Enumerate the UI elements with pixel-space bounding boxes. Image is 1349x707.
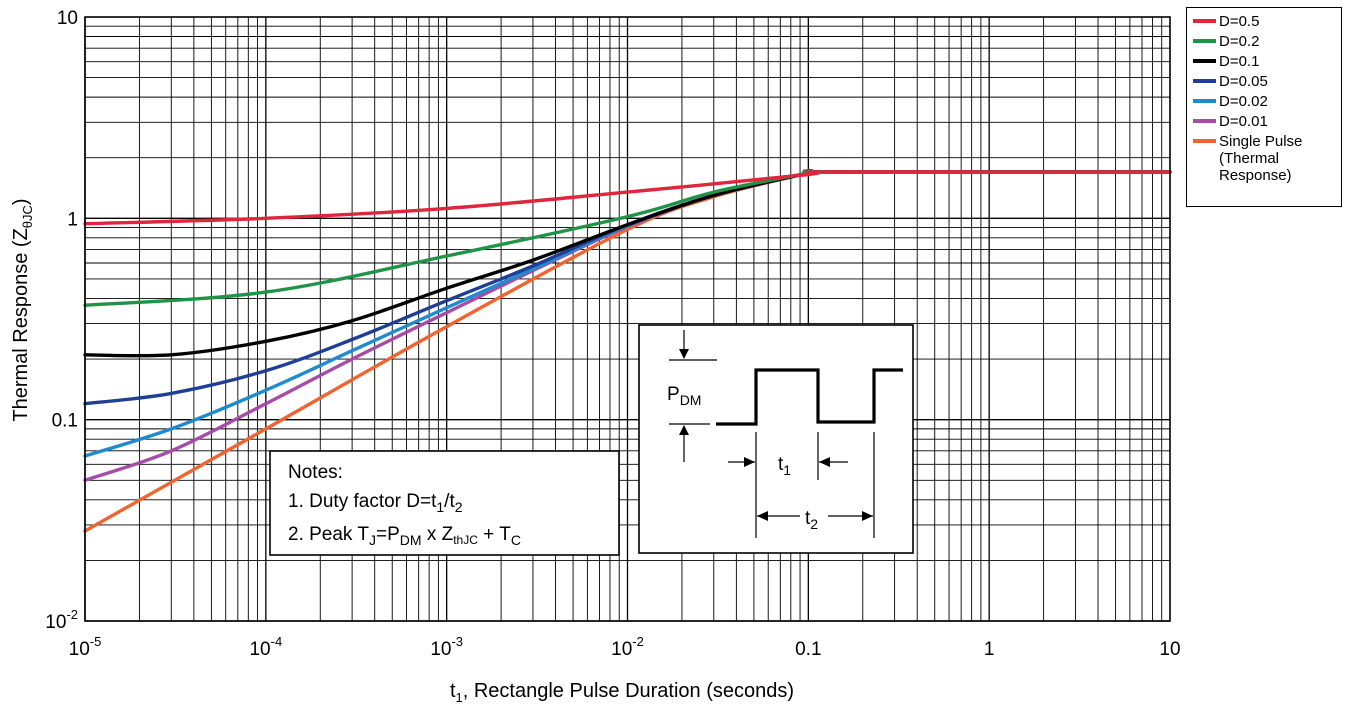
series-lines bbox=[83, 169, 1172, 533]
legend-item: D=0.1 bbox=[1193, 53, 1341, 73]
y-tick-label: 10-2 bbox=[45, 607, 78, 633]
x-tick-label: 10-3 bbox=[430, 634, 463, 660]
notes-heading: Notes: bbox=[288, 462, 343, 483]
legend-swatch bbox=[1193, 59, 1216, 63]
y-tick-labels: 10-2 0.1 1 10 bbox=[45, 8, 78, 633]
t2-label: t2 bbox=[805, 508, 818, 532]
notes-box: Notes: 1. Duty factor D=t1/t2 2. Peak TJ… bbox=[269, 450, 620, 556]
legend-item: D=0.05 bbox=[1193, 73, 1341, 93]
arrow-left-icon bbox=[819, 457, 830, 467]
x-tick-labels: 10-5 10-4 10-3 10-2 0.1 1 10 bbox=[69, 634, 1181, 660]
legend-swatch bbox=[1193, 99, 1216, 103]
x-tick-label: 10-4 bbox=[249, 634, 282, 660]
legend: D=0.5 D=0.2 D=0.1 D=0.05 D=0.02 D=0.01 Single … bbox=[1186, 7, 1342, 207]
legend-swatch bbox=[1193, 139, 1216, 143]
legend-label: Single Pulse (Thermal Response) bbox=[1219, 133, 1303, 184]
arrow-right-icon bbox=[862, 511, 873, 521]
x-tick-label: 10 bbox=[1159, 639, 1180, 660]
x-tick-label: 10-2 bbox=[611, 634, 644, 660]
plot-frame bbox=[84, 16, 1171, 622]
x-tick-label: 1 bbox=[984, 639, 995, 660]
pulse-diagram: PDM t1 t2 bbox=[638, 324, 914, 554]
notes-line-2: 2. Peak TJ=PDM x ZthJC + TC bbox=[288, 524, 521, 548]
pulse-waveform bbox=[716, 368, 903, 426]
legend-item: D=0.01 bbox=[1193, 113, 1341, 133]
legend-swatch bbox=[1193, 19, 1216, 23]
arrow-down-icon bbox=[679, 349, 689, 359]
legend-label: D=0.2 bbox=[1219, 33, 1260, 50]
legend-item: D=0.2 bbox=[1193, 33, 1341, 53]
arrow-right-icon bbox=[744, 457, 755, 467]
legend-swatch bbox=[1193, 79, 1216, 83]
y-axis-label: Thermal Response (ZθJC) bbox=[10, 198, 35, 421]
legend-label: D=0.02 bbox=[1219, 93, 1268, 110]
x-tick-label: 10-5 bbox=[69, 634, 102, 660]
grid-lines bbox=[84, 17, 1170, 622]
t1-label: t1 bbox=[778, 454, 791, 478]
legend-item: D=0.5 bbox=[1193, 13, 1341, 33]
legend-label: D=0.05 bbox=[1219, 73, 1268, 90]
legend-label: D=0.1 bbox=[1219, 53, 1260, 70]
legend-swatch bbox=[1193, 39, 1216, 43]
x-axis-label: t1, Rectangle Pulse Duration (seconds) bbox=[450, 680, 794, 705]
y-tick-label: 0.1 bbox=[52, 411, 78, 432]
pdm-label: PDM bbox=[667, 384, 701, 408]
arrow-up-icon bbox=[679, 425, 689, 435]
legend-label: D=0.01 bbox=[1219, 113, 1268, 130]
arrow-left-icon bbox=[757, 511, 768, 521]
series-line-d-0-5 bbox=[83, 170, 1172, 226]
legend-swatch bbox=[1193, 119, 1216, 123]
legend-item: Single Pulse (Thermal Response) bbox=[1193, 133, 1341, 184]
y-tick-label: 10 bbox=[57, 8, 78, 29]
legend-item: D=0.02 bbox=[1193, 93, 1341, 113]
x-tick-label: 0.1 bbox=[795, 639, 821, 660]
legend-label: D=0.5 bbox=[1219, 13, 1260, 30]
notes-line-1: 1. Duty factor D=t1/t2 bbox=[288, 491, 463, 515]
y-tick-label: 1 bbox=[67, 209, 78, 230]
